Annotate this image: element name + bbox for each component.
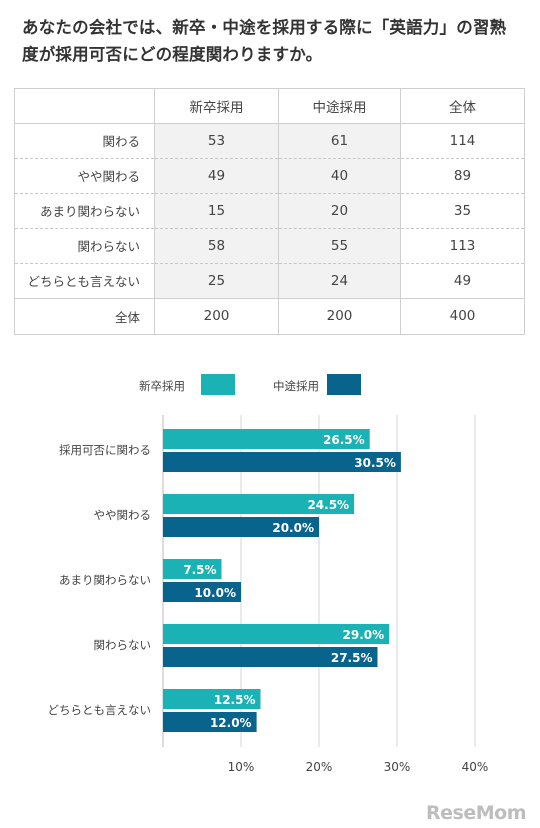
row-label: あまり関わらない	[14, 192, 155, 229]
total-mid-career: 200	[278, 297, 401, 336]
legend-swatch-new-grad	[201, 374, 235, 395]
row-label: 関わらない	[14, 227, 155, 264]
data-label: 27.5%	[331, 651, 373, 665]
row-label: やや関わる	[14, 157, 155, 194]
data-label: 29.0%	[343, 628, 385, 642]
x-tick-label: 10%	[228, 760, 255, 774]
cell-new-grad: 25	[154, 262, 279, 299]
category-label: あまり関わらない	[59, 573, 151, 587]
legend-label-new-grad: 新卒採用	[139, 379, 185, 393]
category-label: 採用可否に関わる	[59, 443, 151, 457]
table-row: やや関わる 49 40 89	[14, 157, 525, 194]
cell-total: 89	[400, 157, 525, 194]
bar-new-grad	[163, 494, 355, 514]
data-label: 24.5%	[307, 498, 349, 512]
cell-mid-career: 61	[278, 123, 401, 159]
cell-total: 49	[400, 262, 525, 299]
cell-new-grad: 58	[154, 227, 279, 264]
category-label: 関わらない	[94, 638, 152, 652]
bar-new-grad	[163, 559, 222, 579]
row-label: 関わる	[14, 123, 155, 159]
cell-new-grad: 53	[154, 123, 279, 159]
summary-table: 新卒採用 中途採用 全体 関わる 53 61 114 やや関わる 49 40 8…	[14, 88, 525, 336]
bar-new-grad	[163, 624, 390, 644]
table-row: 関わる 53 61 114	[14, 123, 525, 159]
total-new-grad: 200	[154, 297, 279, 336]
table-header-row: 新卒採用 中途採用 全体	[14, 88, 525, 124]
total-all: 400	[400, 297, 525, 336]
category-label: どちらとも言えない	[48, 703, 152, 717]
cell-mid-career: 20	[278, 192, 401, 229]
table-row: あまり関わらない 15 20 35	[14, 192, 525, 229]
bar-mid-career	[163, 582, 241, 602]
data-label: 7.5%	[183, 563, 216, 577]
bar-new-grad	[163, 689, 261, 709]
data-label: 30.5%	[354, 456, 396, 470]
x-tick-label: 40%	[462, 760, 489, 774]
bar-chart: 新卒採用 中途採用 10% 20% 30% 40% 採用可否に関わる 26.5% 30.5% やや…	[48, 374, 489, 774]
cell-total: 35	[400, 192, 525, 229]
bar-mid-career	[163, 647, 378, 667]
x-tick-label: 30%	[384, 760, 411, 774]
total-label: 全体	[14, 297, 155, 336]
table-row: どちらとも言えない 25 24 49	[14, 262, 525, 299]
data-label: 12.0%	[210, 716, 252, 730]
resemom-logo: ReseMom	[426, 802, 526, 824]
table-header-new-grad: 新卒採用	[154, 88, 279, 124]
table-header-total: 全体	[400, 88, 525, 124]
table-row: 関わらない 58 55 113	[14, 227, 525, 264]
category-label: やや関わる	[94, 508, 152, 522]
cell-mid-career: 24	[278, 262, 401, 299]
table-header-corner	[14, 88, 155, 124]
cell-mid-career: 40	[278, 157, 401, 194]
chart-title: あなたの会社では、新卒・中途を採用する際に「英語力」の習熟度が採用可否にどの程度…	[22, 18, 507, 64]
bar-mid-career	[163, 517, 319, 537]
data-label: 10.0%	[194, 586, 236, 600]
cell-mid-career: 55	[278, 227, 401, 264]
legend-swatch-mid-career	[327, 374, 361, 395]
data-label: 20.0%	[272, 521, 314, 535]
data-label: 26.5%	[323, 433, 365, 447]
bar-mid-career	[163, 452, 401, 472]
cell-new-grad: 49	[154, 157, 279, 194]
data-label: 12.5%	[214, 693, 256, 707]
x-tick-label: 20%	[306, 760, 333, 774]
table-header-mid-career: 中途採用	[278, 88, 401, 124]
cell-total: 114	[400, 123, 525, 159]
cell-new-grad: 15	[154, 192, 279, 229]
bar-mid-career	[163, 712, 257, 732]
table-total-row: 全体 200 200 400	[14, 297, 525, 336]
legend-label-mid-career: 中途採用	[273, 379, 319, 393]
row-label: どちらとも言えない	[14, 262, 155, 299]
bar-new-grad	[163, 429, 370, 449]
cell-total: 113	[400, 227, 525, 264]
